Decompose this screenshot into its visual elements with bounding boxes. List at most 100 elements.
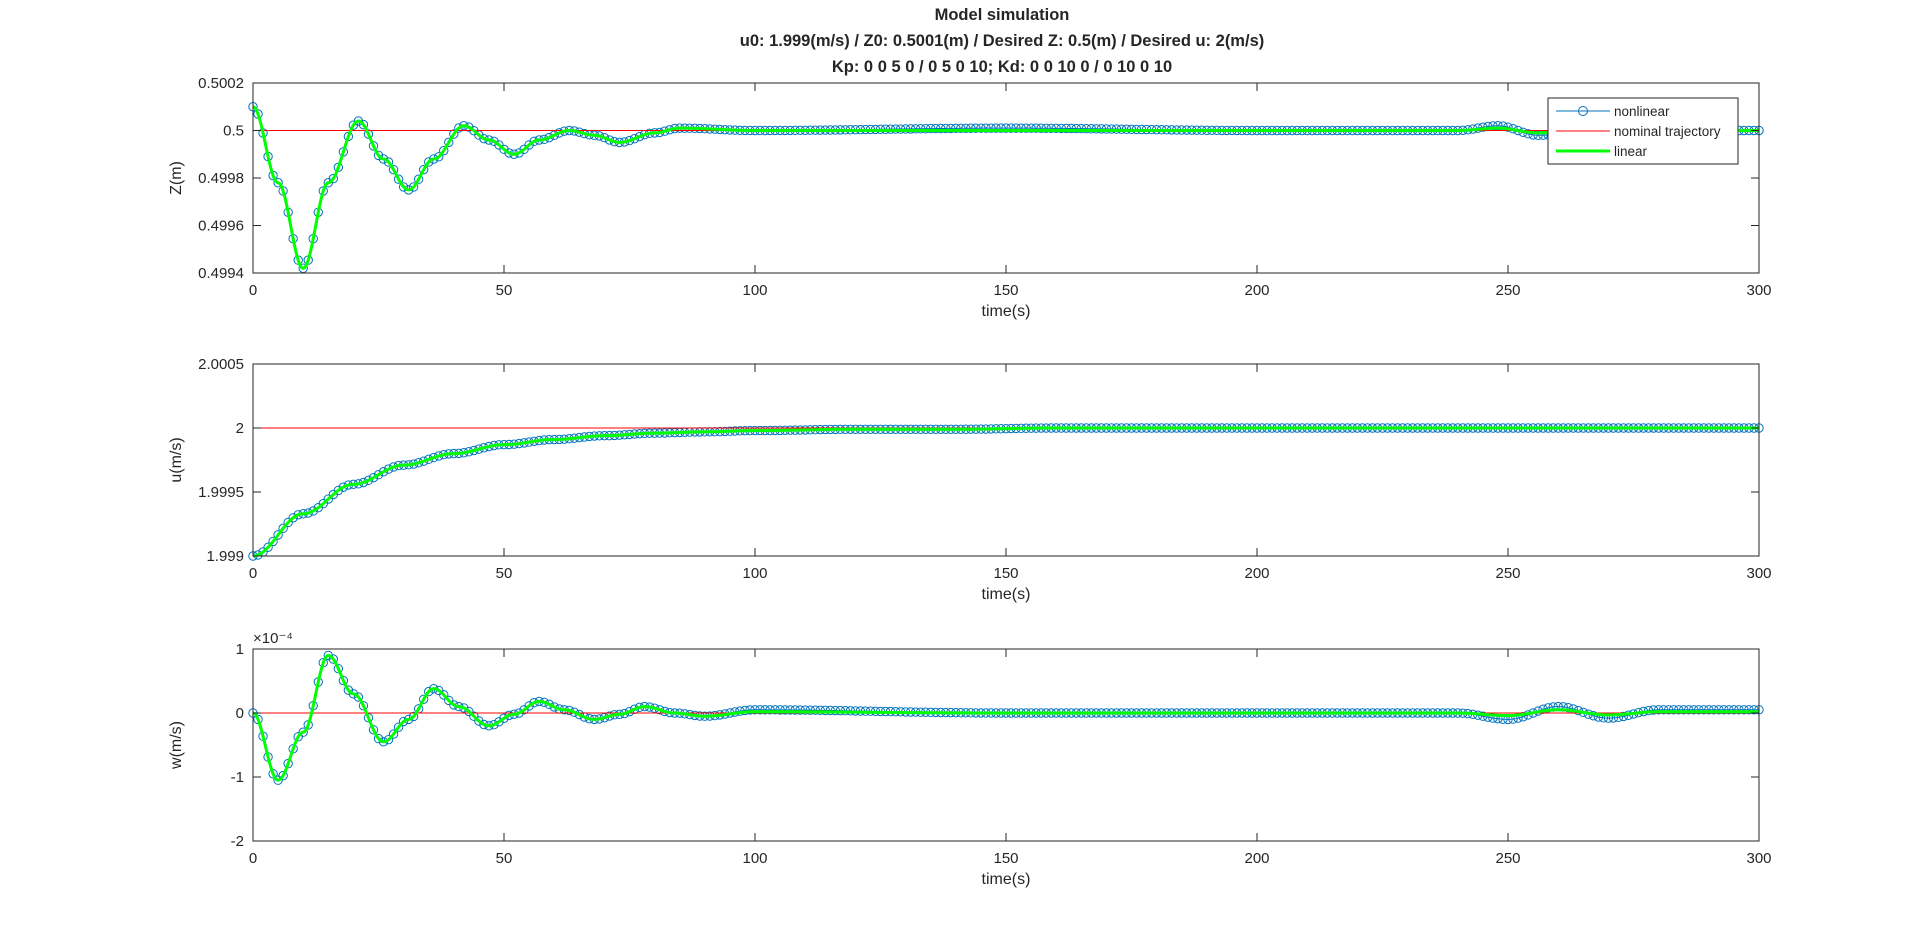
x-axis-label: time(s) — [982, 871, 1031, 888]
nonlinear-point — [268, 536, 278, 547]
nonlinear-point — [263, 542, 273, 552]
y-tick-label: 0.5002 — [198, 75, 244, 92]
x-tick-label: 300 — [1746, 850, 1771, 867]
x-tick-label: 50 — [496, 282, 513, 299]
nonlinear-point — [499, 144, 509, 155]
nonlinear-point — [951, 123, 961, 134]
x-tick-label: 150 — [993, 282, 1018, 299]
nonlinear-point — [1719, 705, 1729, 715]
nonlinear-point — [499, 713, 509, 723]
y-axis: -2 -1 0 1 w(m/s) ×10⁻⁴ — [168, 630, 1759, 850]
y-tick-label: 1.9995 — [198, 484, 244, 501]
nonlinear-point — [800, 705, 810, 715]
nonlinear-point — [574, 709, 584, 720]
x-tick-label: 50 — [496, 850, 513, 867]
series-linear-line — [252, 105, 1759, 270]
y-tick-label: 0.4994 — [198, 265, 244, 282]
nonlinear-point — [1729, 705, 1739, 715]
legend-label: nonlinear — [1614, 104, 1670, 119]
legend: nonlinear nominal trajectory linear — [1547, 97, 1739, 165]
nonlinear-point — [1709, 705, 1719, 715]
nonlinear-point — [770, 705, 780, 715]
nonlinear-point — [348, 689, 359, 699]
nonlinear-point — [298, 263, 308, 273]
nonlinear-point — [775, 705, 785, 715]
nonlinear-point — [936, 123, 946, 134]
x-tick-label: 0 — [249, 282, 257, 299]
nonlinear-point — [378, 154, 389, 164]
x-axis: 0 50 100 150 200 250 300 time(s) — [249, 649, 1772, 888]
nonlinear-point — [1071, 123, 1081, 134]
legend-label: linear — [1614, 144, 1648, 159]
nonlinear-point — [464, 706, 474, 717]
nonlinear-point — [298, 727, 308, 737]
nonlinear-point — [905, 124, 916, 134]
nonlinear-point — [373, 150, 384, 161]
nonlinear-point — [1658, 705, 1669, 715]
x-tick-label: 100 — [742, 565, 767, 582]
nonlinear-point — [278, 523, 288, 534]
subplot-z: 0 50 100 150 200 250 300time(s)0.49940.49960.4… — [168, 75, 1772, 320]
nonlinear-point — [1056, 123, 1066, 134]
nonlinear-point — [1699, 705, 1709, 715]
nonlinear-point — [549, 130, 559, 140]
nonlinear-point — [790, 705, 800, 715]
nonlinear-point — [755, 705, 765, 715]
nonlinear-point — [353, 692, 364, 702]
nonlinear-point — [328, 654, 339, 664]
nonlinear-point — [549, 702, 559, 712]
nonlinear-point — [1679, 705, 1689, 715]
x-tick-label: 200 — [1244, 282, 1269, 299]
x-tick-label: 200 — [1244, 850, 1269, 867]
nonlinear-point — [915, 124, 926, 134]
nonlinear-point — [1734, 705, 1744, 715]
nonlinear-point — [1714, 705, 1724, 715]
nonlinear-point — [1618, 711, 1629, 722]
nonlinear-point — [424, 686, 434, 697]
nonlinear-point — [986, 123, 996, 133]
y-axis: 1.999 1.9995 2 2.0005 u(m/s) — [168, 356, 1759, 565]
nonlinear-point — [383, 734, 394, 745]
x-tick-label: 50 — [496, 565, 513, 582]
nonlinear-point — [1704, 705, 1714, 715]
nonlinear-point — [308, 506, 318, 516]
nonlinear-point — [1091, 124, 1102, 134]
x-tick-label: 0 — [249, 850, 257, 867]
series-linear-line — [252, 653, 1759, 782]
x-tick-label: 150 — [993, 565, 1018, 582]
nonlinear-point — [926, 123, 936, 134]
nonlinear-point — [398, 182, 409, 192]
nonlinear-point — [524, 140, 534, 150]
nonlinear-point — [634, 131, 645, 142]
nonlinear-point — [1543, 703, 1553, 713]
nonlinear-point — [1694, 705, 1704, 715]
nonlinear-point — [1668, 705, 1679, 715]
y-tick-label: 2 — [236, 420, 244, 437]
nonlinear-point — [795, 705, 805, 715]
nonlinear-point — [408, 711, 419, 722]
figure-title-line-1: Model simulation — [935, 6, 1070, 24]
nonlinear-point — [1076, 123, 1087, 134]
subplot-w: 0 50 100 150 200 250 300 time(s) -2 -1 0 1 w(m/s) ×10… — [168, 630, 1772, 888]
nonlinear-point — [1663, 705, 1674, 715]
nonlinear-point — [403, 185, 414, 195]
nonlinear-point — [1051, 123, 1061, 134]
y-axis-label: Z(m) — [168, 161, 185, 195]
legend-swatch-marker — [1578, 106, 1588, 116]
figure-title-line-2: u0: 1.999(m/s) / Z0: 0.5001(m) / Desired… — [740, 32, 1265, 50]
nonlinear-point — [1653, 705, 1664, 715]
legend-label: nominal trajectory — [1614, 124, 1721, 139]
nonlinear-point — [765, 705, 775, 715]
subplot-u: 0 50 100 150 200 250 300 time(s) 1.999 1.9995 2 2.0… — [168, 356, 1772, 603]
subplots: 0 50 100 150 200 250 300time(s)0.49940.49960.4… — [168, 75, 1772, 888]
nonlinear-point — [368, 725, 379, 735]
y-tick-label: 0.5 — [223, 123, 244, 140]
nonlinear-point — [383, 464, 394, 474]
y-tick-label: -2 — [231, 833, 244, 850]
nonlinear-point — [1086, 124, 1097, 134]
nonlinear-point — [996, 123, 1006, 133]
nonlinear-point — [273, 178, 283, 188]
nonlinear-point — [760, 705, 770, 715]
nonlinear-point — [398, 716, 409, 727]
